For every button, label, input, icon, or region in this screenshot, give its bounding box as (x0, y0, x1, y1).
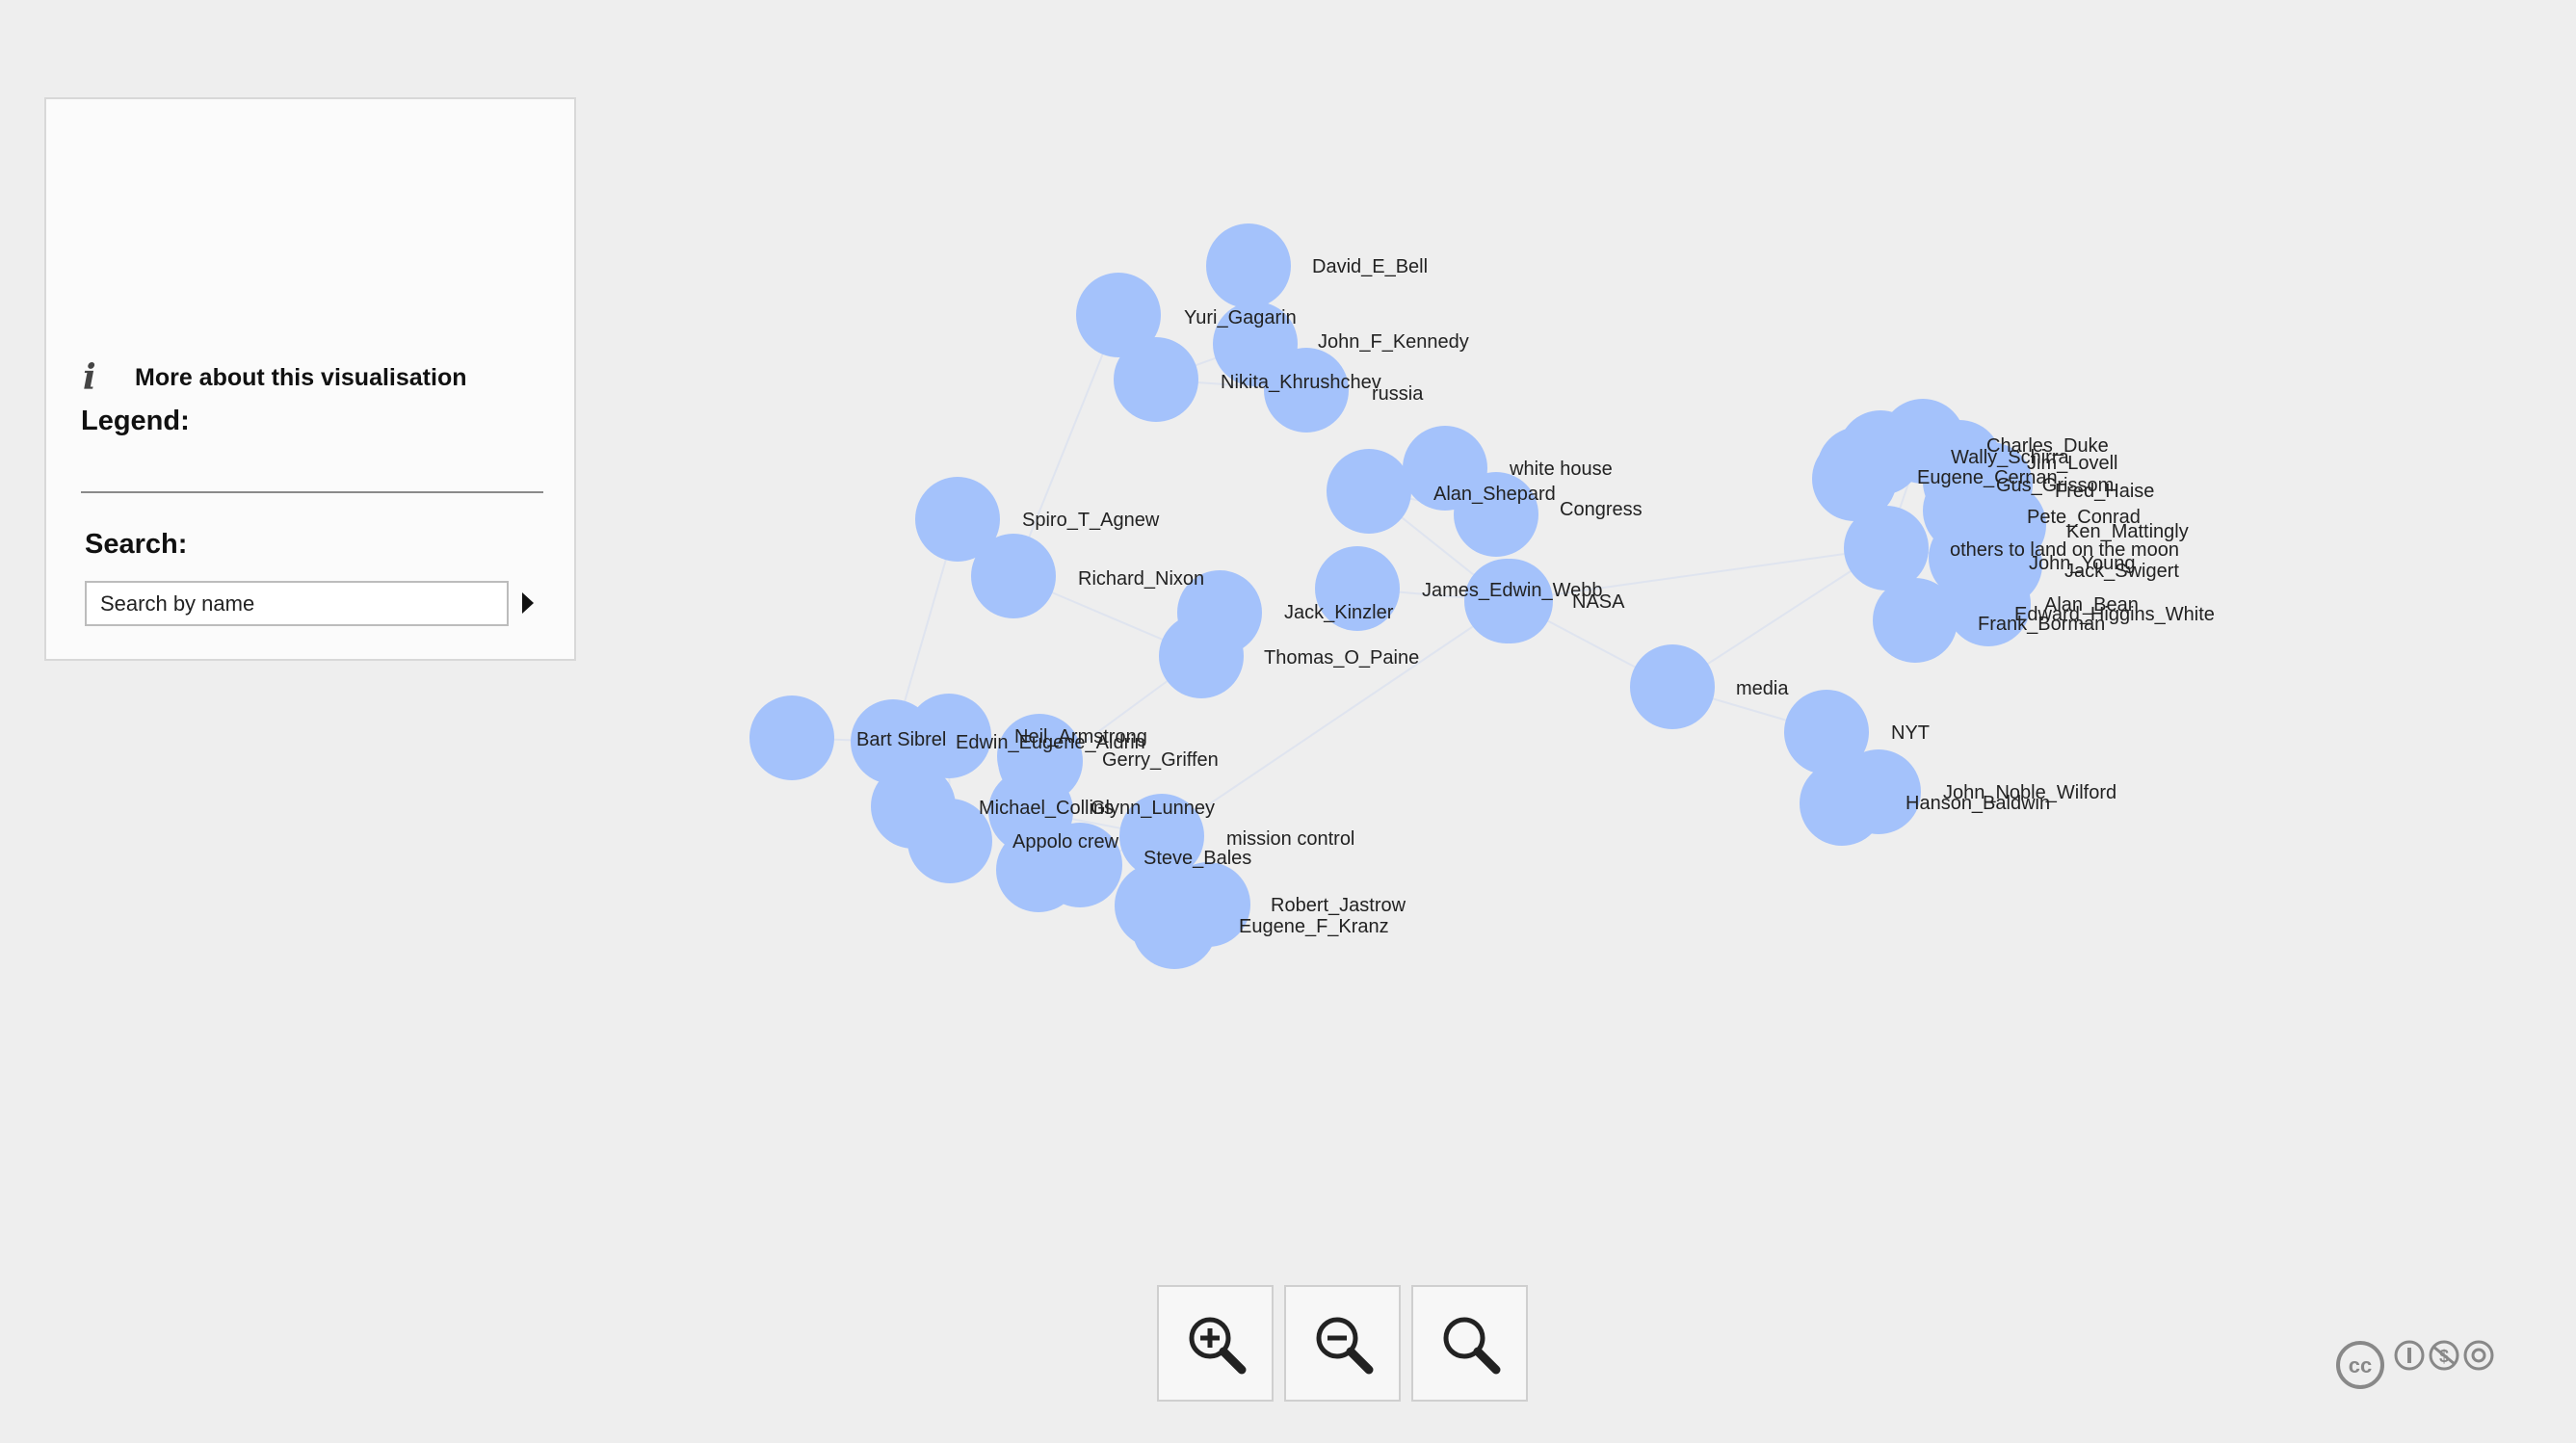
graph-node[interactable] (1119, 794, 1204, 879)
side-panel: i More about this visualisation Legend: … (44, 97, 576, 661)
graph-node-label: media (1736, 678, 1789, 699)
graph-node-label: Fred_Haise (2055, 481, 2154, 502)
graph-node[interactable] (749, 695, 834, 780)
graph-node-label: white house (1509, 459, 1613, 480)
creative-commons-by-nc-sa-icon[interactable]: cc $ (2331, 1337, 2500, 1391)
graph-node-label: NASA (1572, 591, 1625, 613)
graph-node[interactable] (1177, 570, 1262, 655)
graph-node-label: Spiro_T_Agnew (1022, 510, 1160, 531)
zoom-out-button[interactable] (1284, 1285, 1401, 1402)
graph-link (1671, 547, 1887, 688)
graph-node-label: David_E_Bell (1312, 256, 1428, 277)
graph-node-label: Thomas_O_Paine (1264, 647, 1419, 669)
magnifier-icon (1443, 1317, 1501, 1375)
zoom-in-icon (1189, 1317, 1247, 1375)
search-title: Search: (85, 529, 188, 560)
graph-node-label: Alan_Bean (2044, 594, 2139, 616)
graph-node[interactable] (1468, 559, 1553, 643)
search-submit-arrow-icon[interactable] (522, 592, 534, 614)
graph-node-label: Charles_Duke (1986, 435, 2109, 457)
svg-text:cc: cc (2349, 1353, 2372, 1377)
graph-node-label: Jack_Kinzler (1284, 602, 1394, 623)
graph-node-label: John_Noble_Wilford (1943, 782, 2116, 803)
info-icon[interactable]: i (83, 357, 96, 398)
graph-node-label: Eugene_Cernan (1917, 467, 2058, 488)
zoom-out-icon (1316, 1317, 1374, 1375)
graph-node-label: Richard_Nixon (1078, 568, 1204, 590)
graph-node[interactable] (1114, 337, 1198, 422)
graph-node[interactable] (1946, 562, 2031, 646)
graph-node-label: Wally_Schirra (1951, 447, 2069, 468)
legend-title: Legend: (81, 406, 190, 436)
graph-node[interactable] (1327, 449, 1411, 534)
graph-node-label: Frank_Borman (1978, 614, 2105, 635)
graph-node[interactable] (971, 534, 1056, 618)
graph-node[interactable] (1873, 578, 1958, 663)
graph-node-label: Appolo crew (1012, 831, 1119, 853)
graph-node-label: James_Edwin_Webb (1422, 580, 1603, 601)
graph-node-label: Edwin_Eugene_Aldrin (956, 732, 1145, 753)
graph-node-label: Congress (1560, 499, 1643, 520)
more-about-link[interactable]: More about this visualisation (135, 363, 467, 391)
graph-node-label: Eugene_F_Kranz (1239, 916, 1389, 937)
graph-node-label: John_F_Kennedy (1318, 331, 1469, 353)
graph-node-label: Robert_Jastrow (1271, 895, 1406, 916)
graph-node[interactable] (907, 799, 992, 883)
graph-node-label: Pete_Conrad (2027, 507, 2141, 528)
zoom-in-button[interactable] (1157, 1285, 1274, 1402)
graph-node[interactable] (1844, 506, 1929, 590)
graph-node-label: mission control (1226, 828, 1354, 850)
graph-node[interactable] (996, 827, 1081, 912)
graph-node-label: Gus_Grissom (1996, 475, 2114, 496)
zoom-reset-button[interactable] (1411, 1285, 1528, 1402)
graph-node-label: Michael_Collins (979, 798, 1114, 819)
graph-node-label: Neil_Armstrong (1014, 726, 1147, 748)
graph-node[interactable] (1630, 644, 1715, 729)
graph-node[interactable] (1784, 690, 1869, 774)
graph-node[interactable] (1800, 761, 1884, 846)
graph-node[interactable] (1076, 273, 1161, 357)
graph-node-label: Edward_Higgins_White (2014, 604, 2215, 625)
graph-node[interactable] (1454, 472, 1538, 557)
graph-node-label: John_Young (2029, 553, 2136, 574)
graph-link (1012, 314, 1119, 577)
graph-node-label: Ken_Mattingly (2066, 521, 2189, 542)
info-row[interactable]: i More about this visualisation (83, 357, 467, 398)
graph-node-label: russia (1372, 383, 1424, 405)
graph-node[interactable] (1115, 863, 1199, 948)
search-input[interactable] (85, 581, 509, 626)
graph-node-label: Yuri_Gagarin (1184, 307, 1297, 328)
graph-node-label: Jack_Swigert (2064, 561, 2179, 582)
legend-divider (81, 491, 543, 493)
graph-link (1506, 547, 1887, 602)
graph-node-label: Gerry_Griffen (1102, 749, 1219, 771)
graph-node-label: Alan_Shepard (1433, 484, 1556, 505)
graph-labels: David_E_Bell Yuri_Gagarin John_F_Kennedy Ni… (856, 256, 2215, 937)
graph-node[interactable] (1206, 223, 1291, 308)
graph-link (1161, 600, 1511, 837)
graph-node-label: Bart Sibrel (856, 729, 946, 750)
graph-node-label: Hanson_Baldwin (1906, 793, 2050, 814)
graph-node-label: Jim_Lovell (2027, 453, 2117, 474)
graph-node[interactable] (1264, 348, 1349, 433)
graph-node[interactable] (1812, 436, 1897, 521)
graph-node[interactable] (915, 477, 1000, 562)
graph-node[interactable] (907, 694, 991, 778)
graph-node-label: Glynn_Lunney (1091, 798, 1215, 819)
graph-node[interactable] (1315, 546, 1400, 631)
graph-node-label: Steve_Bales (1143, 848, 1251, 869)
graph-node-label: Nikita_Khrushchev (1221, 372, 1381, 393)
graph-node-label: NYT (1891, 722, 1930, 744)
graph-node-label: others to land on the moon (1950, 539, 2179, 561)
graph-nodes[interactable] (749, 223, 2046, 969)
